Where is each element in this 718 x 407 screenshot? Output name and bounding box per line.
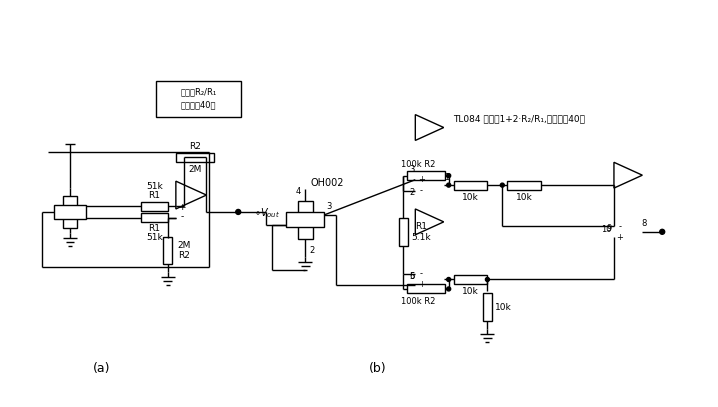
Text: 2M: 2M <box>188 165 202 174</box>
Circle shape <box>236 210 241 214</box>
Bar <box>407 284 445 293</box>
Text: 增益为R₂/R₁: 增益为R₂/R₁ <box>180 87 217 96</box>
Bar <box>54 205 86 219</box>
Bar <box>454 181 488 190</box>
Text: 100k R2: 100k R2 <box>401 298 435 306</box>
Text: 100k R2: 100k R2 <box>401 160 435 169</box>
Bar <box>407 171 445 180</box>
Circle shape <box>447 183 451 187</box>
Text: +: + <box>418 175 425 184</box>
Text: -: - <box>420 269 423 278</box>
Bar <box>483 293 492 321</box>
Bar <box>164 236 172 265</box>
Text: TL084 增益为1+2·R₂/R₁,图中约为40倍: TL084 增益为1+2·R₂/R₁,图中约为40倍 <box>453 114 585 123</box>
Text: R1: R1 <box>415 222 427 231</box>
Text: -: - <box>420 186 423 195</box>
Text: 1: 1 <box>444 173 449 182</box>
Text: 3: 3 <box>327 202 332 212</box>
Bar <box>399 219 408 246</box>
Text: 10k: 10k <box>516 193 533 201</box>
Text: -: - <box>618 222 621 231</box>
Text: 2M: 2M <box>177 241 190 250</box>
Bar <box>286 212 325 228</box>
Text: R1: R1 <box>149 190 160 200</box>
Circle shape <box>447 287 451 291</box>
Circle shape <box>500 183 504 187</box>
Circle shape <box>485 278 490 282</box>
Text: 10k: 10k <box>495 303 512 312</box>
Circle shape <box>447 278 451 282</box>
Text: 10k: 10k <box>462 287 479 296</box>
Text: 2: 2 <box>309 246 315 255</box>
Text: 51k: 51k <box>146 182 163 191</box>
Text: 10k: 10k <box>462 193 479 201</box>
Bar <box>157 81 241 116</box>
Text: R2: R2 <box>178 251 190 260</box>
Text: 图中约为40倍: 图中约为40倍 <box>181 100 216 109</box>
Text: -: - <box>180 212 183 221</box>
Bar <box>141 213 168 222</box>
Text: 9: 9 <box>607 224 612 233</box>
Text: +: + <box>418 280 425 289</box>
Text: 5.1k: 5.1k <box>411 233 431 242</box>
Bar <box>454 275 488 284</box>
Text: +: + <box>178 203 185 212</box>
Bar <box>176 153 214 162</box>
Text: 8: 8 <box>642 219 647 228</box>
Text: +: + <box>617 233 623 242</box>
Text: 51k: 51k <box>146 233 163 242</box>
Text: $\circ V_{out}$: $\circ V_{out}$ <box>254 206 280 220</box>
Text: R1: R1 <box>149 224 160 233</box>
Text: OH002: OH002 <box>310 178 344 188</box>
Bar <box>63 196 77 228</box>
Text: 3: 3 <box>410 165 415 174</box>
Text: (b): (b) <box>369 362 387 375</box>
Bar <box>298 201 313 239</box>
Bar <box>141 201 168 210</box>
Text: 2: 2 <box>410 188 415 197</box>
Circle shape <box>447 174 451 177</box>
Text: (a): (a) <box>93 362 111 375</box>
Text: 4: 4 <box>296 186 301 196</box>
Text: R2: R2 <box>189 142 201 151</box>
Circle shape <box>660 229 665 234</box>
Text: 10: 10 <box>601 225 611 234</box>
Bar <box>508 181 541 190</box>
Text: 6: 6 <box>410 271 415 280</box>
Text: 5: 5 <box>410 272 415 282</box>
